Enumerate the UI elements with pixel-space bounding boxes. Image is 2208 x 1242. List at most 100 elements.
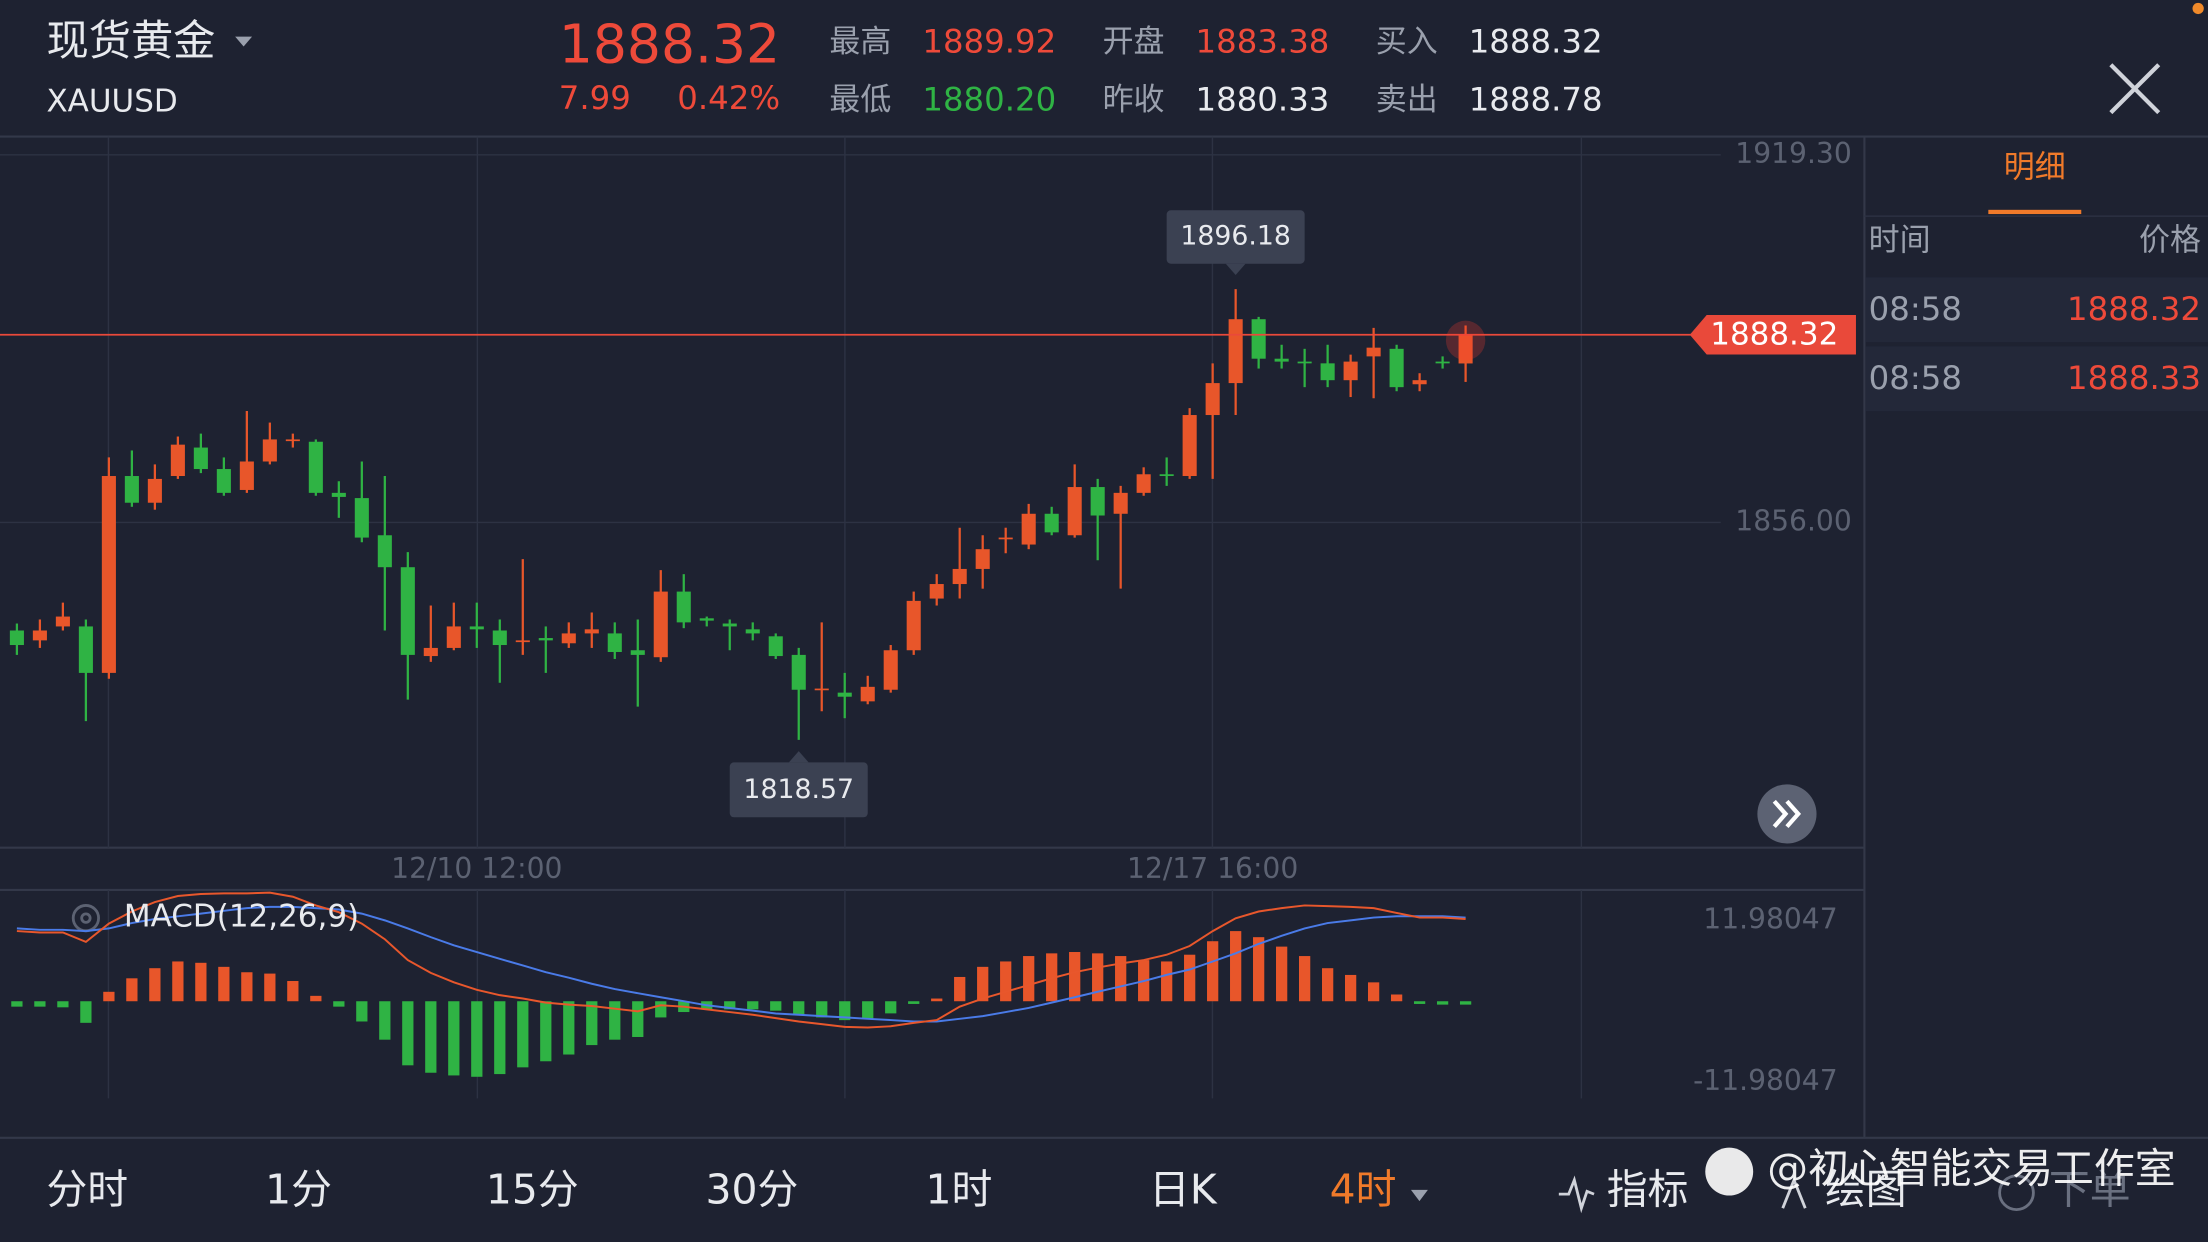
macd-bar — [1344, 974, 1357, 1002]
candle-body — [216, 469, 231, 493]
macd-bar — [264, 973, 276, 1002]
macd-bar — [724, 1001, 736, 1010]
stat-value: 1883.38 — [1196, 23, 1330, 61]
settings-icon-core — [80, 912, 92, 924]
instrument-name[interactable]: 现货黄金 — [46, 16, 215, 65]
period-tab[interactable]: 日K — [1149, 1166, 1218, 1214]
candle-body — [906, 600, 921, 651]
indicator-icon — [1558, 1175, 1595, 1214]
macd-bar — [425, 1001, 437, 1073]
macd-dif-line — [16, 891, 1466, 1029]
dropdown-arrow[interactable] — [235, 36, 253, 47]
stat-label: 最低 — [829, 82, 891, 118]
candle-body — [147, 478, 162, 503]
candle-body — [745, 629, 760, 634]
candle-body — [584, 629, 599, 634]
stat-label: 卖出 — [1376, 82, 1438, 118]
macd-bar — [1253, 937, 1265, 1002]
macd-bar — [34, 1001, 46, 1007]
candle-body — [308, 441, 323, 493]
macd-bar — [770, 1001, 782, 1011]
live-glow — [1445, 320, 1486, 361]
watermark-text: @初心智能交易工作室 — [1767, 1145, 2175, 1193]
macd-bar — [931, 998, 943, 1002]
candle-body — [952, 568, 967, 585]
macd-bar — [747, 1001, 759, 1010]
macd-bar — [1459, 1001, 1472, 1005]
stat-value: 1880.33 — [1196, 80, 1330, 118]
macd-bar — [816, 1001, 828, 1018]
order-icon — [1998, 1174, 2035, 1212]
expand-button[interactable] — [1757, 784, 1817, 844]
macd-bar — [310, 995, 322, 1002]
close-button[interactable] — [2109, 63, 2161, 115]
period-tab[interactable]: 15分 — [486, 1166, 579, 1214]
stat-label: 最高 — [829, 24, 891, 60]
watermark: @初心智能交易工作室 — [1705, 1145, 2176, 1196]
candle-body — [538, 638, 553, 641]
candle-body — [1113, 492, 1128, 514]
macd-bar — [103, 991, 115, 1002]
stat-value: 1888.78 — [1469, 80, 1603, 118]
candle-body — [607, 633, 622, 652]
period-tab[interactable]: 4时 — [1330, 1166, 1397, 1214]
stat-label: 昨收 — [1103, 82, 1165, 118]
divider — [1864, 215, 2208, 217]
macd-bar — [862, 1001, 874, 1019]
tool[interactable]: 下单 — [2049, 1166, 2131, 1214]
macd-bar — [1069, 952, 1081, 1002]
period-tab[interactable]: 30分 — [706, 1166, 799, 1214]
macd-bar — [494, 1001, 506, 1075]
macd-bar — [218, 966, 230, 1002]
macd-bar — [379, 1001, 391, 1040]
candle-body — [1343, 361, 1358, 381]
macd-bar — [609, 1001, 621, 1040]
toolbar: 分时 1分 15分 30分 1时 日K 4时 — [46, 1166, 1396, 1214]
candle-body — [285, 439, 300, 442]
macd-bar — [1184, 954, 1196, 1002]
low-callout: 1818.57 — [743, 774, 854, 805]
macd-bar — [655, 1001, 667, 1018]
side-tab[interactable]: 明细 — [2004, 149, 2066, 185]
macd-dea-line — [16, 905, 1466, 1023]
column-header: 时间 — [1869, 223, 1931, 259]
macd-bar — [1390, 994, 1403, 1002]
candle-body — [124, 476, 139, 503]
tool[interactable]: 指标 — [1607, 1166, 1689, 1214]
candle-body — [1458, 334, 1473, 364]
period-tab[interactable]: 1时 — [926, 1166, 993, 1214]
candle-body — [1251, 319, 1266, 359]
period-tab[interactable]: 1分 — [265, 1166, 332, 1214]
candle-body — [101, 476, 116, 673]
macd-bar — [908, 1001, 920, 1004]
macd-bar — [540, 1001, 552, 1062]
x-tick-label: 12/10 12:00 — [391, 852, 562, 885]
y-tick-label: 1856.00 — [1735, 504, 1851, 537]
y-tick-label: 1919.30 — [1735, 137, 1851, 170]
candle-body — [1205, 383, 1220, 416]
callout-pointer — [1225, 263, 1246, 276]
macd-bar — [1321, 968, 1334, 1002]
macd-bar — [287, 981, 299, 1002]
candle-body — [768, 636, 783, 657]
price-tag-label: 1888.32 — [1710, 317, 1838, 353]
macd-bar — [1299, 956, 1311, 1002]
period-tab[interactable]: 分时 — [46, 1166, 128, 1214]
macd-bar — [195, 962, 207, 1002]
macd-bar — [632, 1001, 644, 1037]
candle-body — [1274, 358, 1289, 362]
tool[interactable]: 绘图 — [1825, 1166, 1907, 1214]
candle-body — [883, 650, 898, 690]
candle-body — [1412, 380, 1427, 385]
candle-body — [469, 626, 484, 630]
macd-bar — [149, 968, 161, 1002]
candle-body — [423, 647, 438, 657]
macd-bar — [839, 1001, 851, 1021]
candle-body — [1435, 361, 1450, 364]
candle-body — [492, 630, 507, 646]
candle-body — [1389, 348, 1404, 388]
macd-bar — [333, 1001, 345, 1007]
candle-body — [998, 537, 1013, 540]
last-price: 1888.32 — [559, 13, 780, 76]
